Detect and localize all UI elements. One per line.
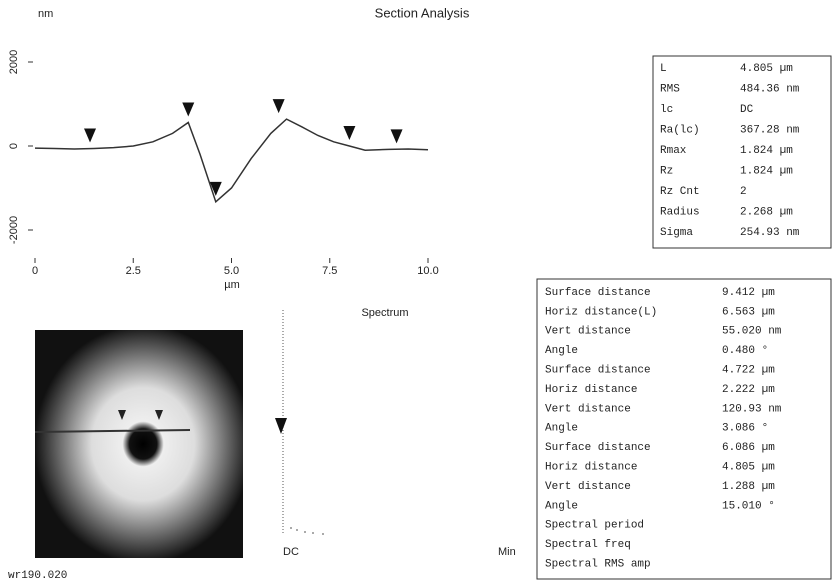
param-name: Radius (660, 206, 700, 218)
measurement-name: Surface distance (545, 287, 651, 299)
param-value: 2.268 µm (740, 206, 793, 218)
measurement-name: Horiz distance(L) (545, 306, 657, 318)
file-name: wr190.020 (8, 570, 67, 580)
param-name: Ra(lc) (660, 124, 700, 136)
measurement-name: Horiz distance (545, 462, 637, 474)
spectrum-right-label: Min (498, 546, 516, 558)
x-tick-label: 0 (32, 265, 38, 277)
measurement-value: 55.020 nm (722, 326, 782, 338)
measurement-name: Surface distance (545, 365, 651, 377)
param-name: Rmax (660, 145, 687, 157)
param-value: 484.36 nm (740, 83, 800, 95)
measurement-name: Horiz distance (545, 384, 637, 396)
measurement-value: 4.722 µm (722, 365, 775, 377)
measurement-value: 2.222 µm (722, 384, 775, 396)
measurement-name: Vert distance (545, 481, 631, 493)
measurement-name: Spectral freq (545, 539, 631, 551)
param-value: 254.93 nm (740, 227, 800, 239)
param-value: 1.824 µm (740, 145, 793, 157)
cursor-marker (84, 129, 96, 143)
measurement-name: Spectral period (545, 520, 644, 532)
y-tick-label: 2000 (8, 50, 20, 74)
cursor-marker (343, 126, 355, 140)
measurement-name: Angle (545, 423, 578, 435)
measurement-name: Angle (545, 345, 578, 357)
measurement-value: 15.010 ° (722, 500, 775, 512)
measurement-value: 6.086 µm (722, 442, 775, 454)
measurements-box (537, 279, 831, 579)
screen: Section Analysis nm µm Spectrum DC Min w… (0, 0, 832, 580)
measurement-name: Surface distance (545, 442, 651, 454)
measurement-value: 1.288 µm (722, 481, 775, 493)
param-name: lc (660, 104, 673, 116)
y-tick-label: -2000 (8, 216, 20, 244)
param-name: L (660, 63, 667, 75)
cursor-marker (273, 99, 285, 113)
spectrum-cursor (275, 418, 287, 434)
x-tick-label: 7.5 (322, 265, 337, 277)
measurement-name: Vert distance (545, 403, 631, 415)
measurement-value: 4.805 µm (722, 462, 775, 474)
param-value: 367.28 nm (740, 124, 800, 136)
measurement-name: Spectral RMS amp (545, 559, 651, 571)
measurement-value: 0.480 ° (722, 345, 768, 357)
cursor-marker (391, 129, 403, 143)
y-axis-label: nm (38, 8, 53, 20)
spectrum-left-label: DC (283, 546, 299, 558)
param-value: DC (740, 104, 754, 116)
measurement-value: 120.93 nm (722, 403, 782, 415)
x-tick-label: 2.5 (126, 265, 141, 277)
afm-image (35, 330, 243, 558)
measurement-value: 3.086 ° (722, 423, 768, 435)
spectrum-title: Spectrum (361, 307, 408, 319)
measurement-value: 9.412 µm (722, 287, 775, 299)
cursor-marker (182, 102, 194, 116)
x-axis-label: µm (224, 279, 240, 291)
measurement-name: Vert distance (545, 326, 631, 338)
param-name: Sigma (660, 227, 693, 239)
spectrum-dots (290, 528, 324, 534)
measurement-value: 6.563 µm (722, 306, 775, 318)
x-tick-label: 10.0 (417, 265, 438, 277)
param-value: 1.824 µm (740, 165, 793, 177)
param-name: Rz (660, 165, 673, 177)
chart-title: Section Analysis (375, 5, 470, 20)
param-value: 4.805 µm (740, 63, 793, 75)
x-tick-label: 5.0 (224, 265, 239, 277)
y-tick-label: 0 (8, 143, 20, 149)
measurement-name: Angle (545, 500, 578, 512)
param-name: Rz Cnt (660, 186, 700, 198)
param-value: 2 (740, 186, 747, 198)
param-name: RMS (660, 83, 680, 95)
